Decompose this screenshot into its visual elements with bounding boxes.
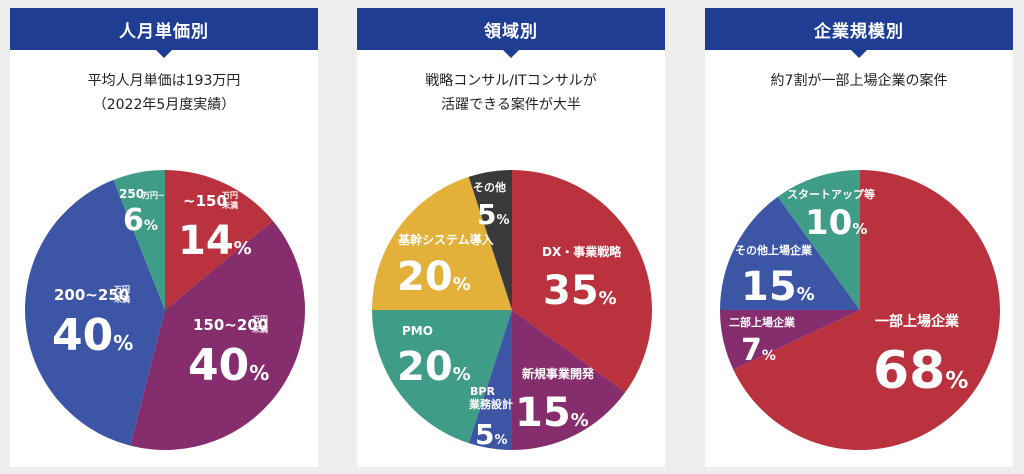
pie-slice-2-1 (720, 310, 860, 370)
unit-price-header: 人月単価別 (10, 8, 318, 58)
domain-card: 領域別 戦略コンサル/ITコンサルが 活躍できる案件が大半 DX・事業戦略 35… (357, 8, 665, 467)
company-size-header: 企業規模別 (705, 8, 1013, 58)
unit-price-subtitle-1: 平均人月単価は193万円 (87, 73, 241, 89)
pie-slice-2-3 (777, 170, 860, 310)
unit-price-card: 人月単価別 平均人月単価は193万円 （2022年5月度実績） ~150 万円 … (10, 8, 318, 467)
slice-label-new-biz: 新規事業開発 (522, 366, 595, 381)
domain-subtitle-1: 戦略コンサル/ITコンサルが (425, 73, 597, 89)
slice-label-other-listed: その他上場企業 (735, 243, 813, 257)
slice-label-pmo: PMO (402, 324, 433, 338)
slice-unit-200-250: 万円 (113, 285, 130, 294)
slice-label-bpr-1: BPR (470, 385, 495, 398)
pie-slice-2-0 (733, 170, 1000, 451)
slice-label-bpr-2: 業務設計 (468, 397, 513, 411)
slice-unit-150-200: 万円 (251, 315, 268, 324)
pie-slice-1-4 (372, 176, 512, 310)
slice-label-250plus: 250 (119, 187, 144, 201)
unit-price-pie-chart: ~150 万円 未満 14% 150~200 万円 未満 40% 200~250… (24, 170, 306, 450)
slice-unit-lt150: 万円 (221, 191, 238, 200)
slice-label-dx: DX・事業戦略 (542, 244, 622, 259)
pie-slice-0-2 (24, 179, 166, 446)
pie-slice-1-0 (512, 170, 652, 393)
domain-pie-chart: DX・事業戦略 35% 新規事業開発 15% BPR 業務設計 5% PMO 2… (372, 170, 652, 451)
pie-slice-0-3 (113, 170, 165, 310)
slice-label-startup: スタートアップ等 (787, 187, 875, 201)
pie-slice-0-1 (130, 220, 306, 450)
company-size-pie-chart: 一部上場企業 68% 二部上場企業 7% その他上場企業 15% スタートアップ… (720, 170, 1000, 451)
company-size-subtitle: 約7割が一部上場企業の案件 (770, 73, 948, 89)
slice-label-other: その他 (473, 180, 506, 194)
slice-label-200-250: 200~250 (54, 286, 129, 304)
domain-header: 領域別 (357, 8, 665, 58)
slice-label-lt150: ~150 (183, 192, 227, 210)
slice-value-150-200: 40% (188, 340, 269, 391)
slice-unit2-150-200: 未満 (251, 324, 268, 334)
slice-unit2-200-250: 未満 (113, 294, 130, 304)
pie-slice-1-2 (468, 310, 512, 450)
slice-label-first-section: 一部上場企業 (875, 313, 960, 330)
slice-unit2-lt150: 未満 (221, 200, 238, 210)
company-size-card: 企業規模別 約7割が一部上場企業の案件 一部上場企業 68% 二部上場企業 7%… (705, 8, 1013, 467)
unit-price-subtitle-2: （2022年5月度実績） (92, 97, 236, 113)
slice-label-second-section: 二部上場企業 (729, 315, 796, 329)
slice-unit-250plus: 万円~ (141, 191, 165, 200)
pie-slice-1-5 (468, 170, 512, 310)
domain-subtitle-2: 活躍できる案件が大半 (441, 97, 581, 113)
pie-slice-2-2 (720, 196, 860, 310)
pie-slice-1-1 (512, 310, 626, 450)
slice-label-150-200: 150~200 (193, 316, 268, 334)
pie-slice-0-0 (165, 170, 273, 310)
pie-slice-1-3 (372, 310, 512, 444)
slice-label-core-system: 基幹システム導入 (397, 232, 494, 247)
